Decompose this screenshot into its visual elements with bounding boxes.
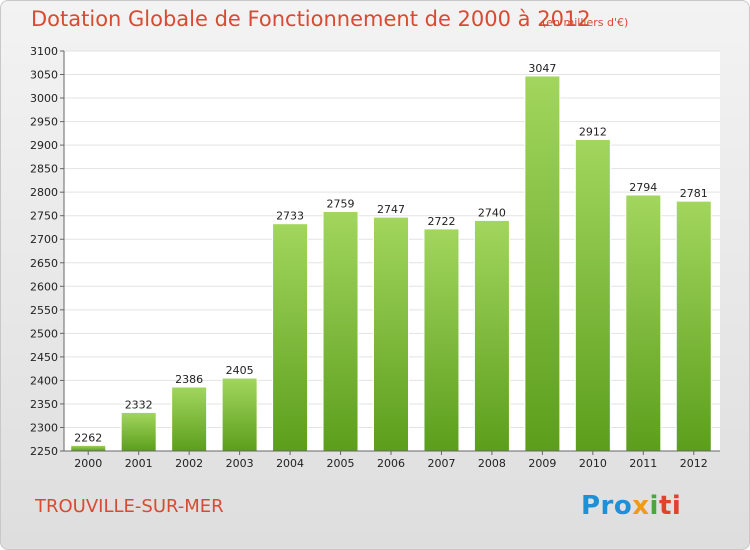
data-label: 2759 xyxy=(327,197,355,210)
bar xyxy=(473,219,510,452)
data-label: 2722 xyxy=(427,215,455,228)
proxiti-logo: Proxiti xyxy=(581,491,681,521)
bar xyxy=(322,210,359,452)
x-tick-label: 2010 xyxy=(579,457,607,470)
x-axis: 2000 2001 2002 2003 2004 2005 2006 2007 2008 2009… xyxy=(64,450,720,470)
data-label: 2332 xyxy=(125,398,153,411)
logo-part: x xyxy=(632,491,650,521)
data-label: 2733 xyxy=(276,210,304,223)
logo-part: ti xyxy=(658,491,682,521)
data-label: 2794 xyxy=(629,181,657,194)
x-tick-label: 2002 xyxy=(175,457,203,470)
y-tick-label: 2750 xyxy=(30,210,58,223)
y-tick-label: 3050 xyxy=(30,69,58,82)
commune-name: TROUVILLE-SUR-MER xyxy=(35,496,224,517)
y-tick-label: 2650 xyxy=(30,257,58,270)
x-tick-label: 2006 xyxy=(377,457,405,470)
bar xyxy=(272,223,309,452)
y-axis: 2250 2300 2350 2400 2450 2500 2550 2600 2650 2700… xyxy=(30,45,65,458)
bar xyxy=(120,411,157,452)
bar xyxy=(574,138,611,452)
y-tick-label: 3000 xyxy=(30,92,58,105)
y-tick-label: 2500 xyxy=(30,327,58,340)
logo-part: i xyxy=(649,491,659,521)
bar xyxy=(423,228,460,452)
bar xyxy=(625,194,662,452)
x-tick-label: 2003 xyxy=(226,457,254,470)
y-tick-label: 2350 xyxy=(30,398,58,411)
data-label: 2747 xyxy=(377,203,405,216)
y-tick-label: 2900 xyxy=(30,139,58,152)
data-label: 2386 xyxy=(175,373,203,386)
x-tick-label: 2000 xyxy=(74,457,102,470)
y-tick-label: 2850 xyxy=(30,163,58,176)
unit-note: (en milliers d'€) xyxy=(542,16,629,29)
y-tick-label: 2250 xyxy=(30,445,58,458)
bar xyxy=(675,200,712,452)
x-tick-label: 2007 xyxy=(427,457,455,470)
data-label: 2262 xyxy=(74,431,102,444)
x-tick-label: 2011 xyxy=(629,457,657,470)
y-tick-label: 3100 xyxy=(30,45,58,58)
bar xyxy=(373,216,409,452)
x-tick-label: 2001 xyxy=(125,457,153,470)
x-tick-label: 2008 xyxy=(478,457,506,470)
bar xyxy=(171,386,208,452)
x-tick-label: 2004 xyxy=(276,457,304,470)
data-label: 3047 xyxy=(528,62,556,75)
chart-title: Dotation Globale de Fonctionnement de 20… xyxy=(31,7,591,31)
y-tick-label: 2700 xyxy=(30,233,58,246)
x-tick-label: 2009 xyxy=(528,457,556,470)
logo-part: Pro xyxy=(581,491,633,521)
x-tick-label: 2012 xyxy=(680,457,708,470)
y-tick-label: 2450 xyxy=(30,351,58,364)
y-tick-label: 2300 xyxy=(30,421,58,434)
data-label: 2912 xyxy=(579,125,607,138)
data-label: 2405 xyxy=(226,364,254,377)
bars: 2262 2332 2386 2405 2733 2759 2747 2722 2740 3047… xyxy=(70,62,712,452)
y-tick-label: 2600 xyxy=(30,280,58,293)
y-tick-label: 2550 xyxy=(30,304,58,317)
bar xyxy=(221,377,258,452)
y-tick-label: 2800 xyxy=(30,186,58,199)
y-tick-label: 2400 xyxy=(30,374,58,387)
bar xyxy=(524,75,561,452)
data-label: 2740 xyxy=(478,206,506,219)
x-tick-label: 2005 xyxy=(327,457,355,470)
bar xyxy=(70,444,107,452)
data-label: 2781 xyxy=(680,187,708,200)
y-tick-label: 2950 xyxy=(30,116,58,129)
